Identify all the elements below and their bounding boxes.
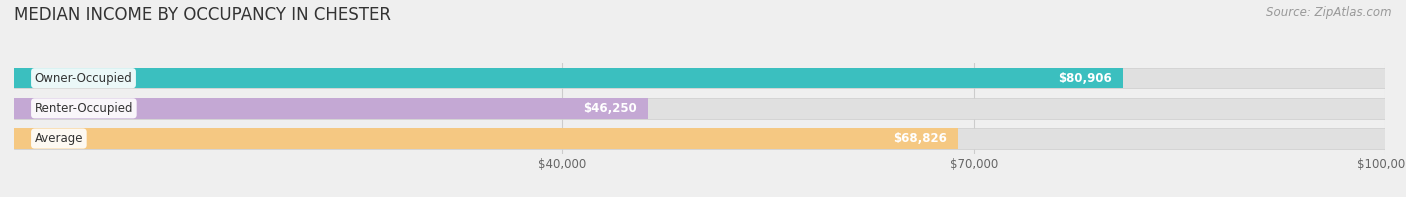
Text: Owner-Occupied: Owner-Occupied [35, 72, 132, 85]
Text: $80,906: $80,906 [1059, 72, 1112, 85]
Bar [14, 98, 1385, 119]
Text: MEDIAN INCOME BY OCCUPANCY IN CHESTER: MEDIAN INCOME BY OCCUPANCY IN CHESTER [14, 6, 391, 24]
Text: Average: Average [35, 132, 83, 145]
Bar [14, 68, 1385, 88]
Bar [14, 68, 1123, 88]
Bar [14, 128, 1385, 149]
Text: Renter-Occupied: Renter-Occupied [35, 102, 134, 115]
Bar [14, 98, 648, 119]
Text: $68,826: $68,826 [893, 132, 946, 145]
Text: $46,250: $46,250 [583, 102, 637, 115]
Text: Source: ZipAtlas.com: Source: ZipAtlas.com [1267, 6, 1392, 19]
Bar [14, 128, 957, 149]
